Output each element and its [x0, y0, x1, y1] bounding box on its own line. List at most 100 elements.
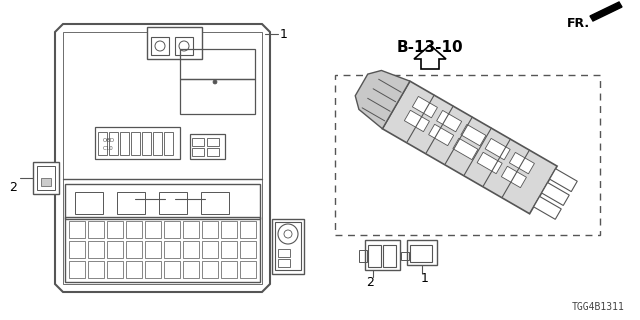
- Polygon shape: [453, 138, 478, 160]
- Circle shape: [213, 80, 217, 84]
- Bar: [98, 132, 107, 155]
- Bar: [145, 241, 161, 258]
- Bar: [69, 221, 85, 238]
- Bar: [126, 241, 142, 258]
- Polygon shape: [429, 124, 454, 146]
- Bar: [221, 261, 237, 278]
- Bar: [126, 261, 142, 278]
- Bar: [183, 241, 199, 258]
- Bar: [221, 221, 237, 238]
- Bar: [383, 245, 396, 267]
- Text: OBD: OBD: [103, 138, 115, 143]
- Bar: [410, 245, 432, 262]
- Bar: [164, 132, 173, 155]
- Bar: [164, 221, 180, 238]
- Bar: [407, 240, 437, 265]
- Bar: [151, 37, 169, 55]
- Bar: [272, 219, 304, 274]
- Polygon shape: [590, 2, 622, 21]
- Bar: [202, 221, 218, 238]
- Polygon shape: [412, 96, 437, 118]
- Bar: [145, 221, 161, 238]
- Bar: [164, 261, 180, 278]
- Text: 2: 2: [366, 276, 374, 289]
- Bar: [41, 178, 51, 186]
- Polygon shape: [501, 166, 527, 188]
- Bar: [65, 217, 260, 282]
- Bar: [109, 132, 118, 155]
- Polygon shape: [461, 124, 486, 146]
- Bar: [368, 245, 381, 267]
- Bar: [117, 192, 145, 214]
- Bar: [240, 241, 256, 258]
- Bar: [107, 241, 123, 258]
- Circle shape: [278, 224, 298, 244]
- Bar: [107, 261, 123, 278]
- Bar: [240, 261, 256, 278]
- Polygon shape: [477, 152, 502, 174]
- Text: 1: 1: [280, 28, 288, 41]
- Bar: [88, 221, 104, 238]
- Circle shape: [284, 230, 292, 238]
- Polygon shape: [414, 45, 446, 69]
- Text: 1: 1: [421, 271, 429, 284]
- Bar: [180, 79, 255, 114]
- Bar: [202, 241, 218, 258]
- Bar: [65, 184, 260, 219]
- Text: TGG4B1311: TGG4B1311: [572, 302, 625, 312]
- Circle shape: [155, 41, 165, 51]
- Bar: [192, 138, 204, 146]
- Text: C10: C10: [103, 146, 114, 151]
- Bar: [131, 132, 140, 155]
- Bar: [335, 75, 600, 235]
- Bar: [69, 261, 85, 278]
- Bar: [88, 241, 104, 258]
- Bar: [278, 249, 290, 257]
- Polygon shape: [541, 183, 569, 205]
- Polygon shape: [436, 110, 461, 132]
- Bar: [159, 192, 187, 214]
- Bar: [240, 221, 256, 238]
- Bar: [180, 49, 255, 79]
- Bar: [107, 221, 123, 238]
- Polygon shape: [485, 139, 510, 160]
- Bar: [365, 240, 400, 270]
- Polygon shape: [509, 152, 534, 174]
- Bar: [359, 250, 367, 262]
- Polygon shape: [382, 81, 557, 214]
- Text: B-13-10: B-13-10: [397, 39, 463, 54]
- Bar: [164, 241, 180, 258]
- Bar: [192, 148, 204, 156]
- Polygon shape: [404, 110, 429, 132]
- Bar: [63, 32, 262, 284]
- Bar: [147, 27, 202, 59]
- Circle shape: [179, 41, 189, 51]
- Bar: [126, 221, 142, 238]
- Bar: [75, 192, 103, 214]
- Bar: [278, 259, 290, 267]
- Bar: [207, 148, 219, 156]
- Bar: [201, 192, 229, 214]
- Bar: [401, 252, 409, 260]
- Polygon shape: [534, 196, 561, 219]
- Bar: [69, 241, 85, 258]
- Bar: [37, 166, 55, 190]
- Bar: [95, 127, 180, 159]
- Bar: [33, 162, 59, 194]
- Bar: [120, 132, 129, 155]
- Bar: [88, 261, 104, 278]
- Bar: [221, 241, 237, 258]
- Polygon shape: [550, 169, 577, 192]
- Bar: [142, 132, 151, 155]
- Text: 2: 2: [9, 180, 17, 194]
- Bar: [145, 261, 161, 278]
- Bar: [275, 222, 301, 270]
- Bar: [207, 138, 219, 146]
- Bar: [202, 261, 218, 278]
- Bar: [175, 37, 193, 55]
- Bar: [183, 221, 199, 238]
- Bar: [190, 134, 225, 159]
- Text: FR.: FR.: [567, 17, 590, 29]
- Bar: [183, 261, 199, 278]
- Bar: [153, 132, 162, 155]
